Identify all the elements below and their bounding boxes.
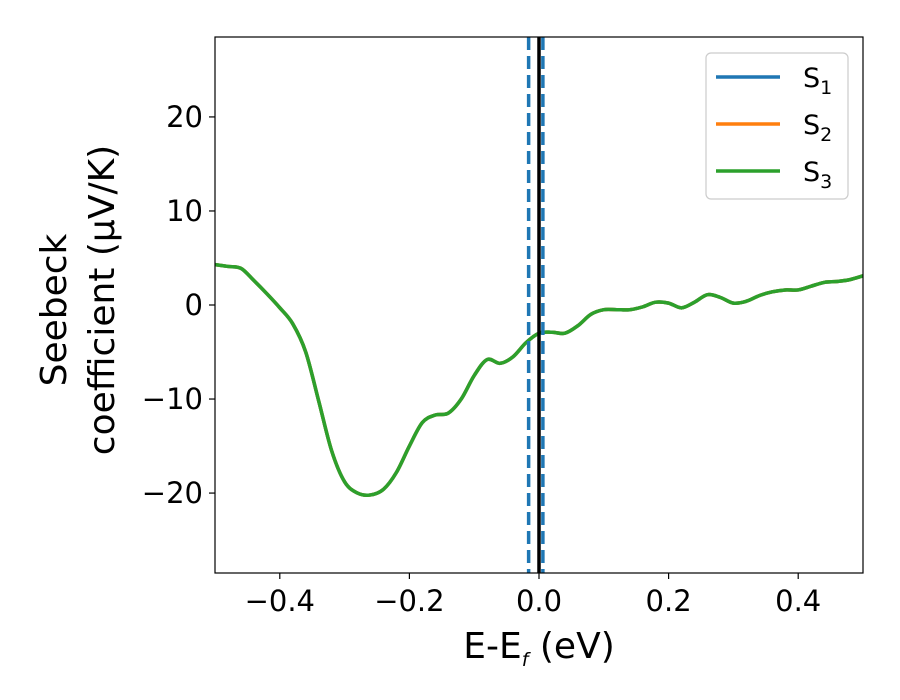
x-tick-label: −0.4 xyxy=(245,584,315,618)
x-axis-label-sub: f xyxy=(522,649,532,671)
y-tick-label: −20 xyxy=(142,476,203,510)
legend-label-s1: S1 xyxy=(803,63,832,99)
y-tick-label: 0 xyxy=(185,288,203,322)
legend-label-s2: S2 xyxy=(803,110,832,146)
x-tick-label: −0.2 xyxy=(374,584,444,618)
legend-label-s3: S3 xyxy=(803,157,832,193)
x-axis-label-main: E-E xyxy=(463,626,521,667)
y-tick-label: 20 xyxy=(166,100,203,134)
y-axis-label-line2: coefficient (μV/K) xyxy=(82,145,123,455)
y-tick-label: −10 xyxy=(142,382,203,416)
y-axis-label-line1: Seebeck xyxy=(34,233,75,386)
x-tick-label: 0.0 xyxy=(516,584,562,618)
y-tick-label: 10 xyxy=(166,194,203,228)
x-tick-label: 0.4 xyxy=(775,584,821,618)
legend-box xyxy=(705,52,849,200)
legend: S1 S2 S3 xyxy=(705,52,849,200)
x-axis-label: E-Ef (eV) xyxy=(463,626,615,671)
y-axis-label: Seebeck coefficient (μV/K) xyxy=(34,145,123,455)
x-tick-label: 0.2 xyxy=(646,584,692,618)
x-axis-label-unit: (eV) xyxy=(528,626,614,667)
